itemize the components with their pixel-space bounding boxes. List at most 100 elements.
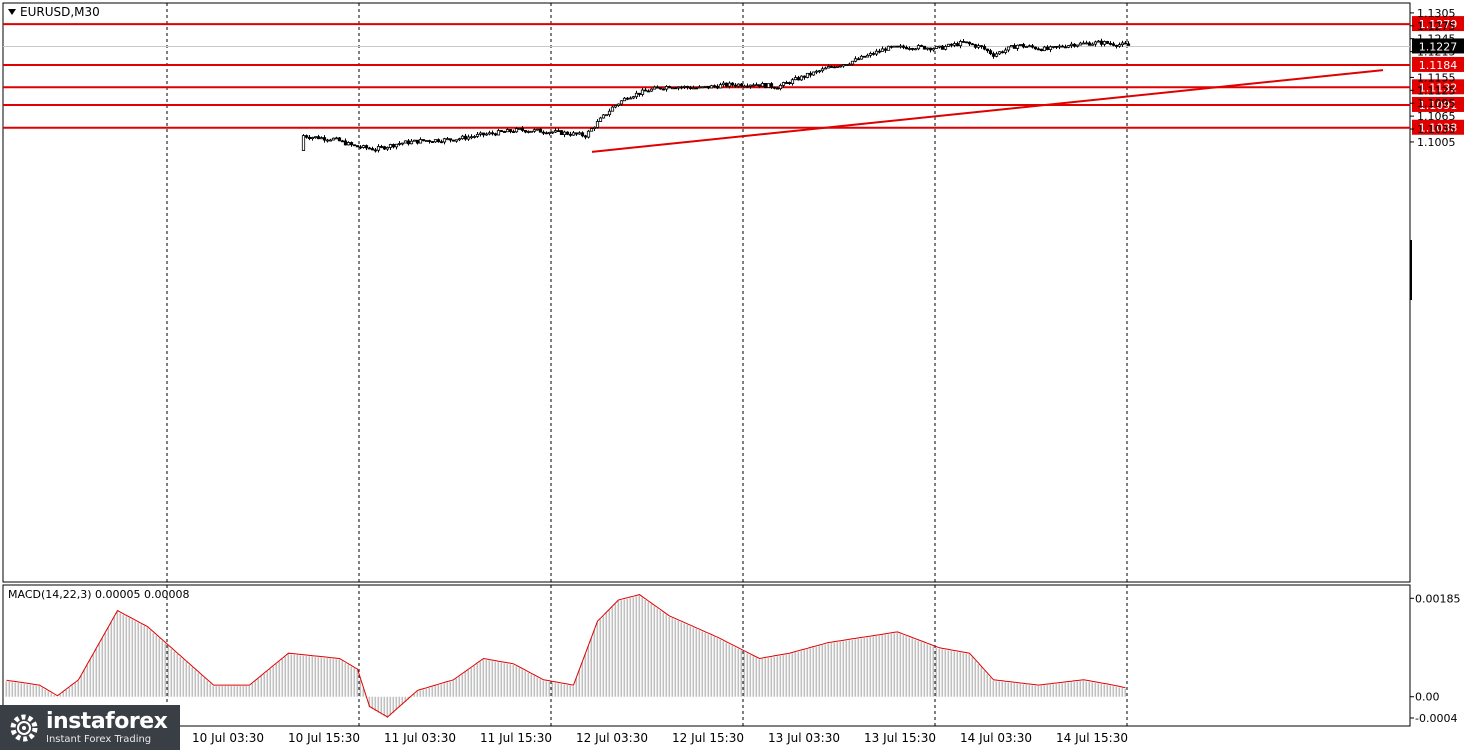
macd-bar — [1013, 683, 1016, 697]
macd-bar — [104, 632, 107, 697]
candle-body — [775, 87, 780, 90]
candle-body — [1027, 45, 1032, 48]
macd-bar — [743, 651, 746, 697]
dropdown-triangle-icon[interactable] — [8, 9, 16, 15]
macd-bar — [914, 639, 917, 697]
candle-body — [574, 132, 579, 135]
candle-body — [871, 53, 876, 55]
macd-bar — [446, 682, 449, 697]
macd-bar — [938, 648, 941, 697]
candle-body — [991, 53, 996, 57]
macd-bar — [473, 665, 476, 697]
candle-body — [1078, 42, 1083, 46]
macd-bar — [530, 674, 533, 697]
macd-bar — [137, 622, 140, 697]
symbol-title[interactable]: EURUSD,M30 — [8, 5, 100, 19]
candle-body — [313, 136, 318, 139]
trendline[interactable] — [591, 69, 1384, 153]
candle-body — [304, 135, 309, 138]
main-pane[interactable] — [2, 2, 1411, 583]
macd-bar — [1025, 684, 1028, 697]
candle-body — [820, 68, 825, 72]
candle-body — [409, 140, 414, 145]
candle-body — [631, 96, 636, 99]
macd-bar — [164, 643, 167, 697]
macd-bar — [704, 632, 707, 697]
macd-tick-label: 0.00 — [1415, 691, 1440, 704]
macd-bar — [413, 694, 416, 697]
candle-body — [520, 128, 525, 131]
macd-bar — [92, 654, 95, 697]
macd-bar — [1043, 685, 1046, 697]
candle-body — [802, 75, 807, 78]
macd-bar — [491, 661, 494, 697]
macd-bar — [758, 659, 761, 697]
candle-body — [493, 133, 498, 136]
macd-bar — [887, 634, 890, 697]
candle-body — [595, 121, 600, 128]
candle-body — [352, 144, 357, 147]
candle-body — [886, 45, 891, 51]
candle-body — [949, 43, 954, 46]
time-label: 10 Jul 15:30 — [288, 731, 360, 745]
support-resistance-levels[interactable]: 1.1279 1.1184 1.1132 1.1091 1.1038 — [3, 16, 1464, 135]
macd-bar — [962, 653, 965, 697]
macd-bar — [1082, 680, 1085, 697]
macd-bar — [416, 691, 419, 697]
macd-bar — [500, 662, 503, 697]
candle-body — [1045, 46, 1050, 50]
macd-bar — [314, 656, 317, 697]
macd-bar — [731, 645, 734, 697]
time-label: 12 Jul 15:30 — [672, 731, 744, 745]
macd-bar — [515, 666, 518, 697]
candle-body — [661, 88, 666, 91]
macd-bar — [689, 626, 692, 697]
candle-body — [1108, 42, 1113, 45]
macd-bar — [872, 636, 875, 697]
macd-bar — [989, 677, 992, 697]
macd-bar — [212, 686, 215, 697]
vertical-gridlines — [166, 3, 1128, 726]
macd-bar — [374, 696, 377, 711]
candle-body — [469, 136, 474, 139]
macd-bar — [134, 621, 137, 697]
macd-bar — [1016, 683, 1019, 697]
macd-bar — [20, 683, 23, 697]
candle-body — [712, 85, 717, 88]
macd-bar — [251, 683, 254, 697]
time-axis[interactable]: 10 Jul 03:30 10 Jul 15:30 11 Jul 03:30 11 J… — [192, 731, 1128, 745]
macd-bar — [386, 696, 389, 719]
candle-body — [547, 131, 552, 134]
macd-bar — [920, 642, 923, 697]
macd-bar — [383, 696, 386, 717]
macd-bar — [224, 686, 227, 697]
macd-bar — [1019, 683, 1022, 697]
macd-bar — [896, 632, 899, 697]
macd-bar — [953, 651, 956, 697]
macd-bar — [368, 696, 371, 708]
macd-bar — [599, 619, 602, 697]
macd-bar — [461, 674, 464, 697]
macd-bar — [752, 656, 755, 697]
level-label: 1.1132 — [1419, 81, 1458, 94]
macd-bar — [674, 619, 677, 697]
macd-bar — [647, 602, 650, 697]
candle-body — [721, 82, 726, 86]
candle-body — [328, 139, 333, 142]
macd-bar — [623, 599, 626, 697]
candle-body — [397, 143, 402, 145]
macd-bar — [479, 661, 482, 697]
candle-body — [772, 86, 777, 89]
price-axis[interactable]: 1.13051.12751.12451.12151.11551.11251.10… — [1410, 7, 1464, 300]
macd-bar — [257, 678, 260, 697]
macd-pane[interactable] — [2, 584, 1411, 727]
candle-body — [598, 117, 603, 122]
candle-body — [1051, 45, 1056, 48]
macd-bar — [236, 686, 239, 697]
candle-body — [586, 130, 591, 138]
macd-bar — [320, 657, 323, 697]
macd-bar — [449, 681, 452, 697]
price-tick-label: 1.1275 — [1417, 20, 1456, 33]
candle-body — [1099, 40, 1104, 45]
